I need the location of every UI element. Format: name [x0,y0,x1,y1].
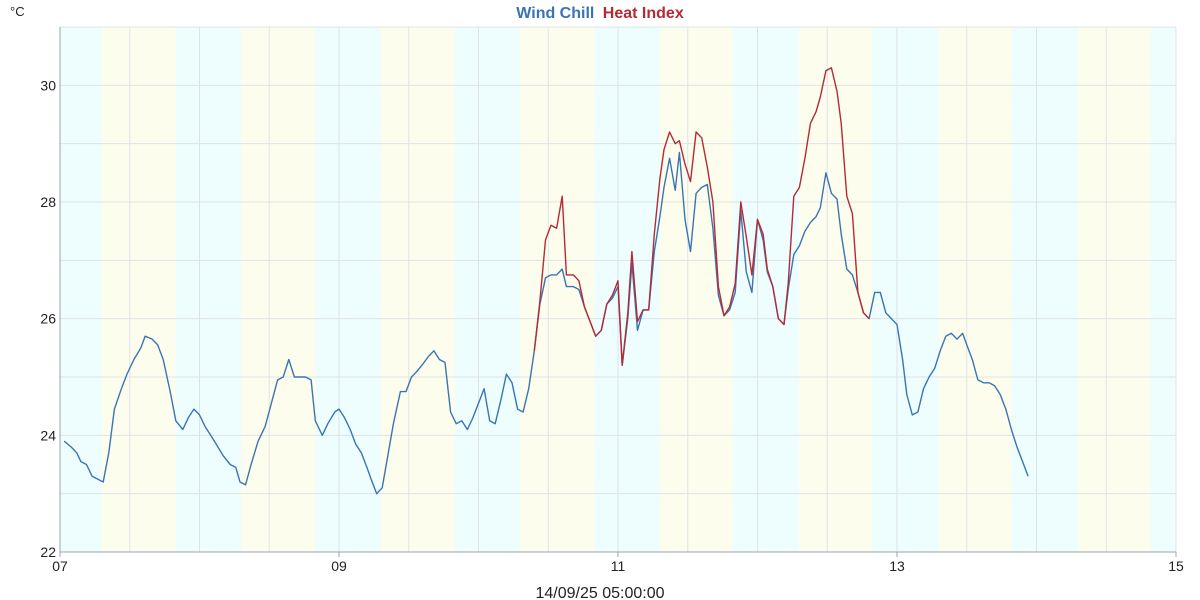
title-heat-index: Heat Index [603,5,684,22]
y-tick-label: 30 [40,77,56,93]
background-band [60,27,102,552]
chart-title: Wind Chill Heat Index [516,5,684,22]
background-band [1078,27,1151,552]
background-band [1150,27,1176,552]
background-band [175,27,242,552]
y-tick-label: 28 [40,194,56,210]
background-band [380,27,455,552]
background-band [454,27,521,552]
footer-timestamp: 14/09/25 05:00:00 [535,585,664,600]
y-tick-label: 24 [40,427,56,443]
background-bands [60,27,1176,552]
background-band [241,27,316,552]
background-band [799,27,872,552]
x-tick-label: 07 [52,558,68,574]
series-line-heat-index [533,67,870,366]
background-band [732,27,800,552]
y-tick-label: 22 [40,544,56,560]
background-band [315,27,381,552]
x-tick-label: 11 [611,558,626,574]
y-tick-label: 26 [40,311,56,327]
background-band [659,27,733,552]
x-tick-label: 13 [889,558,905,574]
x-tick-label: 15 [1168,558,1184,574]
x-tick-label: 09 [331,558,347,574]
title-wind-chill: Wind Chill [516,5,594,22]
background-band [101,27,176,552]
background-band [1011,27,1079,552]
background-band [594,27,660,552]
y-unit-label: °C [10,4,25,19]
grid-lines [59,26,1177,553]
background-band [938,27,1012,552]
background-band [871,27,939,552]
series-line-wind-chill [63,151,1029,495]
x-tick-labels: 07 09 11 13 15 [52,552,1184,574]
y-tick-labels: 22 24 26 28 30 [40,77,56,560]
series-layer [63,67,1029,495]
background-band [520,27,595,552]
